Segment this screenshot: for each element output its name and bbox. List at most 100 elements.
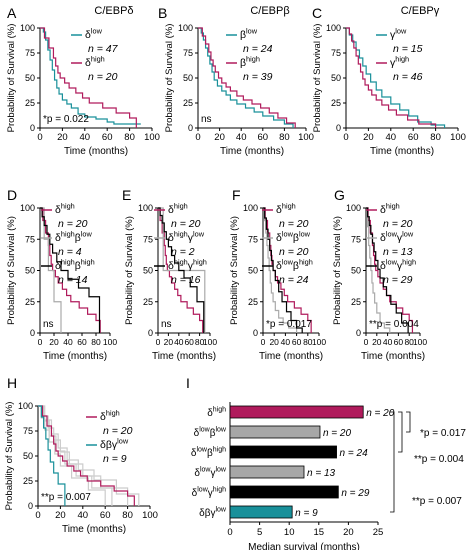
x-tick-label: 0	[35, 510, 40, 521]
x-tick-label: 20	[363, 132, 374, 143]
x-axis-label: Time (months)	[370, 146, 434, 157]
x-tick-label: 40	[281, 337, 291, 347]
x-tick-label: 60	[394, 337, 404, 347]
x-tick-label: 0	[195, 132, 200, 143]
survival-curve	[158, 207, 206, 333]
legend-n: n = 20	[88, 71, 118, 83]
legend-n: n = 9	[103, 453, 127, 465]
legend-label: δlowγhigh	[380, 257, 416, 272]
legend-n: n = 20	[279, 246, 309, 258]
legend-n: n = 24	[279, 274, 309, 286]
x-tick-label: 40	[236, 132, 247, 143]
y-tick-label: 100	[20, 203, 35, 213]
panel-letter: F	[232, 187, 241, 203]
y-axis-label: Probability of Survival (%)	[164, 24, 175, 133]
survival-curve	[40, 207, 101, 333]
x-tick-label: 60	[100, 510, 111, 521]
legend-label: δlowβhigh	[276, 257, 313, 272]
survival-curve	[38, 405, 66, 506]
bar-n-label: n = 29	[341, 488, 370, 499]
y-tick-label: 75	[143, 234, 153, 244]
y-tick-label: 25	[248, 297, 258, 307]
x-tick-label: 20	[55, 510, 66, 521]
y-tick-label: 75	[25, 234, 35, 244]
legend-label: δhighβlow	[55, 229, 93, 244]
panel-letter: D	[7, 187, 17, 203]
x-axis-label: Time (months)	[361, 351, 425, 362]
survival-curve	[38, 405, 135, 506]
significance-bracket	[406, 411, 411, 433]
p-value-annotation: **p = 0.007	[41, 492, 91, 503]
y-tick-label: 50	[143, 266, 153, 276]
bar	[229, 405, 364, 419]
bracket-p-value: *p = 0.017	[420, 428, 466, 439]
bracket-p-value: **p = 0.004	[414, 454, 464, 465]
legend-n: n = 20	[171, 218, 201, 230]
bar	[229, 445, 337, 459]
survival-curve	[38, 405, 140, 506]
x-tick-label: 20	[269, 337, 279, 347]
panel-letter: A	[7, 5, 17, 21]
legend-label: δhigh	[168, 201, 188, 216]
y-axis-label: Probability of Survival (%)	[124, 216, 135, 325]
y-axis-label: Probability of Survival (%)	[229, 216, 240, 325]
panel-letter: C	[312, 5, 322, 21]
significance-bracket	[390, 411, 395, 513]
x-tick-label: 40	[383, 337, 393, 347]
survival-curve	[40, 207, 101, 333]
x-axis-label: Time (months)	[62, 524, 126, 535]
legend-label: δlowβlow	[276, 229, 311, 244]
bar-n-label: n = 20	[323, 428, 352, 439]
x-tick-label: 40	[78, 510, 89, 521]
x-tick-label: 80	[303, 337, 313, 347]
legend-label: βhigh	[240, 54, 260, 69]
x-tick-label: 80	[404, 337, 414, 347]
legend-n: n = 15	[393, 43, 423, 55]
x-tick-label: 0	[37, 132, 42, 143]
p-value-annotation: **p = 0.004	[369, 319, 419, 330]
x-tick-label: 100	[203, 337, 217, 347]
y-tick-label: 25	[331, 98, 341, 108]
y-tick-label: 50	[351, 266, 361, 276]
panel-letter: E	[122, 187, 131, 203]
y-axis-label: Probability of Survival (%)	[6, 24, 17, 133]
bar	[229, 425, 321, 439]
legend-n: n = 46	[393, 71, 423, 83]
x-tick-label: 25	[373, 527, 384, 538]
y-axis-label: Probability of Survival (%)	[6, 216, 17, 325]
x-axis-label: Time (months)	[64, 146, 128, 157]
bar-category-label: δβγlow	[199, 507, 227, 520]
y-tick-label: 0	[30, 328, 35, 338]
x-tick-label: 60	[77, 337, 87, 347]
legend-label: δhigh	[100, 408, 120, 423]
panel-title: C/EBPβ	[250, 5, 289, 17]
legend-n: n = 24	[243, 43, 273, 55]
y-axis-label: Probability of Survival (%)	[312, 24, 323, 133]
x-tick-label: 60	[102, 132, 113, 143]
x-tick-label: 0	[227, 527, 232, 538]
bracket-p-value: **p = 0.007	[412, 496, 462, 507]
y-tick-label: 0	[336, 123, 341, 133]
survival-curve	[366, 207, 409, 333]
legend-label: δhigh	[55, 201, 75, 216]
y-tick-label: 0	[28, 501, 33, 511]
y-tick-label: 25	[143, 297, 153, 307]
bar-n-label: n = 24	[340, 448, 369, 459]
legend-n: n = 39	[243, 71, 273, 83]
legend-n: n = 47	[88, 43, 119, 55]
legend-label: δhigh	[380, 201, 400, 216]
panel-title: C/EBPγ	[401, 5, 440, 17]
y-tick-label: 50	[23, 451, 33, 461]
x-tick-label: 80	[122, 510, 133, 521]
x-axis-label: Time (months)	[152, 351, 216, 362]
x-tick-label: 80	[279, 132, 290, 143]
x-tick-label: 20	[214, 132, 225, 143]
y-tick-label: 50	[248, 266, 258, 276]
x-tick-label: 60	[184, 337, 194, 347]
bar-category-label: δhigh	[207, 407, 226, 420]
y-tick-label: 50	[25, 266, 35, 276]
bar-category-label: δlowγhigh	[192, 487, 226, 500]
y-tick-label: 75	[248, 234, 258, 244]
bar-category-label: δlowβhigh	[191, 447, 226, 460]
survival-curve	[40, 27, 137, 128]
